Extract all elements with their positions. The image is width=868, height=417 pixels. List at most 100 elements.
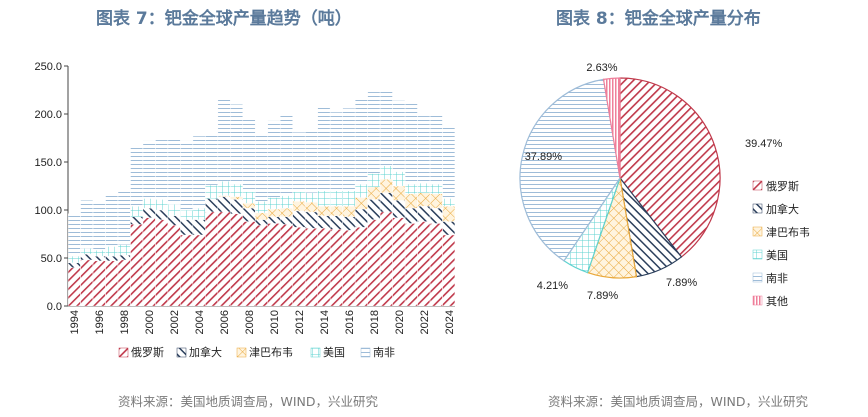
x-tick-label: 2010 bbox=[269, 310, 281, 334]
pie-label-津巴布韦: 7.89% bbox=[587, 290, 618, 302]
bar-segment-加拿大-2008 bbox=[242, 207, 256, 222]
bar-segment-俄罗斯-2021 bbox=[405, 223, 418, 307]
pie-legend-label: 加拿大 bbox=[766, 202, 799, 216]
y-tick-label: 50.0 bbox=[41, 253, 62, 265]
pie-legend-label: 其他 bbox=[766, 295, 788, 308]
bar-segment-美国-2024 bbox=[442, 198, 456, 207]
bar-segment-加拿大-1999 bbox=[130, 216, 143, 225]
pie-legend-label: 俄罗斯 bbox=[766, 180, 799, 193]
x-tick-label: 2012 bbox=[294, 310, 306, 334]
bar-segment-南非-2013 bbox=[305, 129, 318, 193]
x-tick-label: 2014 bbox=[319, 310, 331, 334]
bar-segment-俄罗斯-2001 bbox=[155, 219, 168, 307]
bar-segment-加拿大-1997 bbox=[105, 255, 118, 262]
bar-segment-美国-2019 bbox=[380, 165, 393, 180]
bar-segment-南非-2023 bbox=[430, 113, 443, 185]
bar-segment-津巴布韦-2022 bbox=[417, 192, 431, 207]
bar-segment-美国-2005 bbox=[205, 184, 218, 199]
bar-segment-美国-2010 bbox=[267, 197, 281, 210]
bar-segment-美国-1995 bbox=[80, 248, 93, 255]
pie-slice-南非 bbox=[519, 78, 621, 262]
bar-segment-南非-2005 bbox=[205, 134, 218, 186]
bar-segment-南非-2018 bbox=[367, 91, 381, 174]
bar-segment-俄罗斯-2015 bbox=[330, 229, 343, 307]
bar-segment-津巴布韦-2013 bbox=[305, 202, 318, 213]
legend-swatch-美国 bbox=[310, 347, 321, 358]
bar-segment-南非-2022 bbox=[417, 115, 431, 184]
bar-segment-津巴布韦-2018 bbox=[367, 186, 381, 200]
bar-segment-美国-2004 bbox=[192, 207, 206, 220]
bar-segment-美国-2000 bbox=[142, 198, 156, 209]
x-tick-label: 2024 bbox=[444, 310, 456, 334]
bar-segment-俄罗斯-2006 bbox=[217, 211, 231, 307]
stacked-bar-chart: 0.0 50.0 100.0 150.0 200.0 250.0 1994 1996 1998 2… bbox=[34, 61, 455, 359]
legend-label: 加拿大 bbox=[189, 345, 222, 359]
bar-segment-俄罗斯-2008 bbox=[242, 221, 256, 307]
bar-segment-俄罗斯-2022 bbox=[417, 221, 431, 307]
bar-segment-津巴布韦-2008 bbox=[242, 203, 256, 209]
bar-segment-南非-2012 bbox=[292, 132, 306, 192]
bar-segment-俄罗斯-2009 bbox=[255, 225, 268, 307]
pie-label-加拿大: 7.89% bbox=[666, 277, 697, 289]
bar-segment-俄罗斯-2010 bbox=[267, 223, 281, 307]
x-tick-label: 2016 bbox=[344, 310, 356, 334]
pie-label-美国: 4.21% bbox=[537, 280, 568, 292]
bar-segment-津巴布韦-2011 bbox=[280, 207, 293, 217]
x-tick-label: 1998 bbox=[119, 310, 131, 334]
bar-segment-南非-2016 bbox=[342, 108, 356, 191]
y-tick-label: 0.0 bbox=[47, 301, 62, 313]
bar-segment-南非-2020 bbox=[392, 100, 406, 172]
bar-segment-加拿大-2002 bbox=[167, 215, 181, 226]
bar-segment-俄罗斯-2016 bbox=[342, 230, 356, 307]
bar-segment-南非-2011 bbox=[280, 112, 293, 196]
bar-segment-加拿大-2014 bbox=[317, 215, 331, 229]
pie-legend-label: 南非 bbox=[766, 272, 788, 285]
bar-segment-加拿大-2006 bbox=[217, 196, 231, 213]
bar-segment-美国-1996 bbox=[92, 250, 106, 257]
bar-segment-美国-2012 bbox=[292, 191, 306, 202]
bar-segment-加拿大-2012 bbox=[292, 210, 306, 228]
bar-segment-俄罗斯-1999 bbox=[130, 224, 143, 307]
bar-segment-津巴布韦-2009 bbox=[255, 212, 268, 220]
bar-segment-俄罗斯-2023 bbox=[430, 223, 443, 307]
bar-segment-南非-2001 bbox=[155, 139, 168, 200]
bar-segment-加拿大-2009 bbox=[255, 219, 268, 226]
bar-segment-俄罗斯-2017 bbox=[355, 227, 368, 307]
bar-segment-加拿大-1998 bbox=[117, 254, 131, 261]
x-tick-label: 1996 bbox=[94, 310, 106, 334]
bar-segment-美国-1999 bbox=[130, 206, 143, 217]
pie-slice-俄罗斯 bbox=[619, 77, 721, 258]
x-tick-label: 2022 bbox=[419, 310, 431, 334]
bar-segment-南非-1999 bbox=[130, 147, 143, 207]
bar-segment-津巴布韦-2016 bbox=[342, 206, 356, 217]
bar-segment-南非-2010 bbox=[267, 120, 281, 198]
bar-segment-俄罗斯-2014 bbox=[317, 228, 331, 307]
bar-segment-南非-2015 bbox=[330, 111, 343, 191]
bar-segment-加拿大-2018 bbox=[367, 199, 381, 220]
pie-legend-label: 美国 bbox=[766, 249, 788, 262]
bar-segment-美国-2001 bbox=[155, 199, 168, 211]
bar-segment-俄罗斯-1995 bbox=[80, 259, 93, 307]
bar-segment-加拿大-2010 bbox=[267, 216, 281, 224]
pie-legend-swatch-其他 bbox=[752, 295, 763, 306]
bar-segment-加拿大-2021 bbox=[405, 207, 418, 224]
bar-segment-美国-2011 bbox=[280, 195, 293, 209]
bar-segment-俄罗斯-2013 bbox=[305, 228, 318, 307]
pie-legend-label: 津巴布韦 bbox=[766, 226, 810, 239]
pie-label-其他: 2.63% bbox=[586, 62, 617, 74]
bar-chart-title: 图表 7：钯金全球产量趋势（吨） bbox=[96, 9, 352, 29]
bar-segment-津巴布韦-2012 bbox=[292, 201, 306, 212]
pie-legend-swatch-南非 bbox=[752, 272, 763, 283]
bar-segment-美国-2002 bbox=[167, 204, 181, 216]
bar-segment-俄罗斯-1996 bbox=[92, 260, 106, 307]
bar-segment-加拿大-2023 bbox=[430, 207, 443, 224]
legend-label: 俄罗斯 bbox=[131, 346, 164, 359]
bar-segment-美国-2006 bbox=[217, 181, 231, 196]
bar-segment-加拿大-2000 bbox=[142, 207, 156, 218]
bar-segment-俄罗斯-1997 bbox=[105, 260, 118, 307]
bar-segment-南非-2009 bbox=[255, 134, 268, 202]
bar-segment-南非-2021 bbox=[405, 103, 418, 185]
bar-segment-美国-2021 bbox=[405, 183, 418, 194]
bar-segment-俄罗斯-2018 bbox=[367, 219, 381, 307]
x-tick-label: 2020 bbox=[394, 310, 406, 334]
